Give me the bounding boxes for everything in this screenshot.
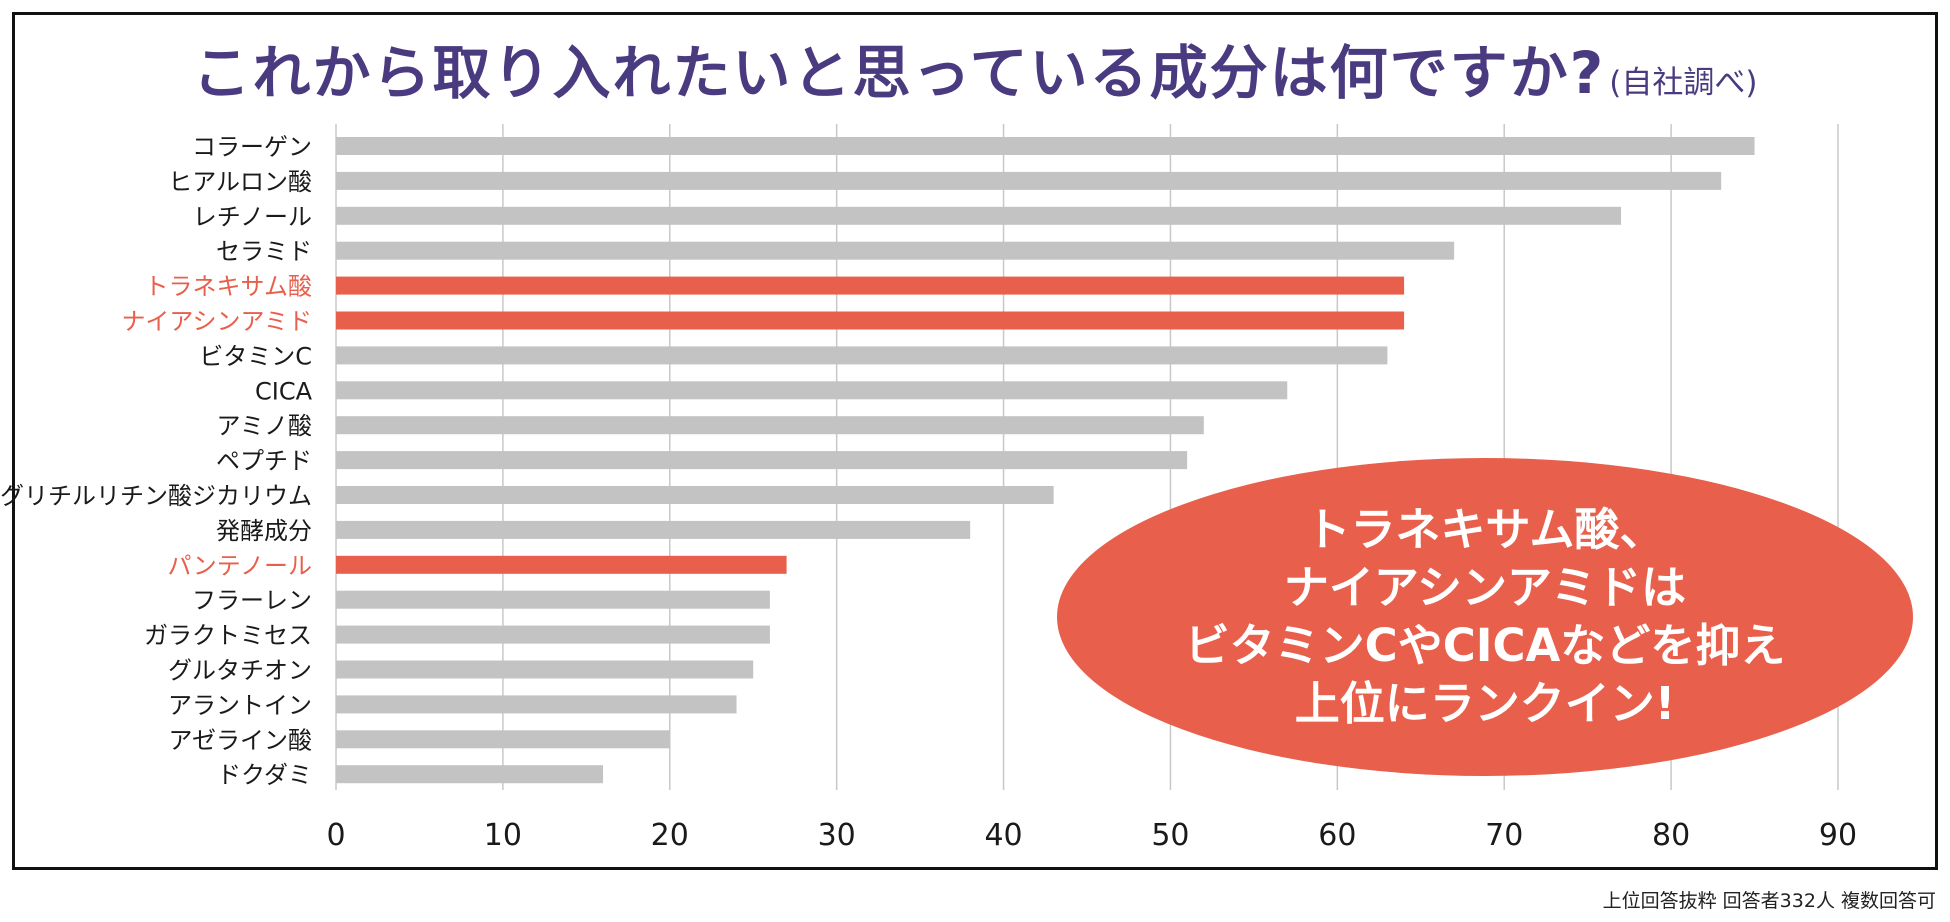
bar	[336, 660, 754, 679]
chart-title: これから取り入れたいと思っている成分は何ですか?	[192, 39, 1606, 107]
callout-ellipse: トラネキサム酸、 ナイアシンアミドは ビタミンCやCICAなどを抑え 上位にラン…	[1057, 458, 1913, 776]
category-label: CICA	[255, 377, 313, 405]
bar	[336, 590, 770, 609]
category-label: グリチルリチン酸ジカリウム	[0, 482, 312, 510]
category-label: アミノ酸	[216, 412, 312, 440]
bar	[336, 486, 1054, 504]
x-tick-label: 40	[984, 818, 1022, 853]
category-label: ヒアルロン酸	[168, 168, 312, 196]
bar	[336, 625, 770, 644]
bar	[336, 765, 604, 784]
x-tick-label: 80	[1652, 818, 1690, 853]
bar	[336, 730, 670, 749]
x-tick-label: 30	[818, 818, 856, 853]
category-label: フラーレン	[192, 587, 312, 615]
bar	[336, 276, 1405, 295]
category-label: 発酵成分	[216, 517, 312, 545]
x-tick-label: 0	[326, 818, 345, 853]
bar	[336, 451, 1188, 470]
bar	[336, 381, 1288, 400]
bar	[336, 520, 971, 539]
x-tick-label: 90	[1819, 818, 1857, 853]
category-label: パンテノール	[168, 552, 312, 580]
category-label: ナイアシンアミド	[121, 308, 312, 336]
category-label: グルタチオン	[168, 657, 312, 685]
bar	[336, 206, 1622, 225]
callout-line: 上位にランクイン!	[1294, 677, 1676, 730]
x-tick-label: 10	[484, 818, 522, 853]
bar	[336, 555, 787, 574]
bar	[336, 346, 1388, 365]
callout-line: ビタミンCやCICAなどを抑え	[1184, 619, 1786, 672]
category-label: ビタミンC	[199, 342, 312, 370]
bar	[336, 311, 1405, 330]
x-tick-label: 20	[651, 818, 689, 853]
x-tick-label: 60	[1318, 818, 1356, 853]
x-tick-label: 70	[1485, 818, 1523, 853]
bar	[336, 137, 1755, 155]
bar	[336, 171, 1722, 190]
x-tick-label: 50	[1151, 818, 1189, 853]
category-label: コラーゲン	[192, 133, 312, 161]
callout-line: トラネキサム酸、	[1305, 503, 1665, 556]
bar	[336, 695, 737, 714]
title-block: これから取り入れたいと思っている成分は何ですか? (自社調べ)	[0, 26, 1950, 110]
bar	[336, 241, 1455, 260]
category-label: アラントイン	[168, 691, 312, 719]
footnote: 上位回答抜粋 回答者332人 複数回答可	[1602, 890, 1936, 912]
category-label: レチノール	[193, 203, 312, 231]
category-label: セラミド	[216, 238, 312, 266]
category-label: ガラクトミセス	[144, 622, 312, 650]
chart-subtitle: (自社調べ)	[1609, 65, 1758, 101]
callout-line: ナイアシンアミドは	[1283, 561, 1687, 614]
bar	[336, 416, 1204, 435]
category-label: ペプチド	[216, 447, 312, 475]
category-label: トラネキサム酸	[144, 273, 312, 301]
category-label: ドクダミ	[217, 761, 312, 789]
category-label: アゼライン酸	[168, 726, 312, 754]
